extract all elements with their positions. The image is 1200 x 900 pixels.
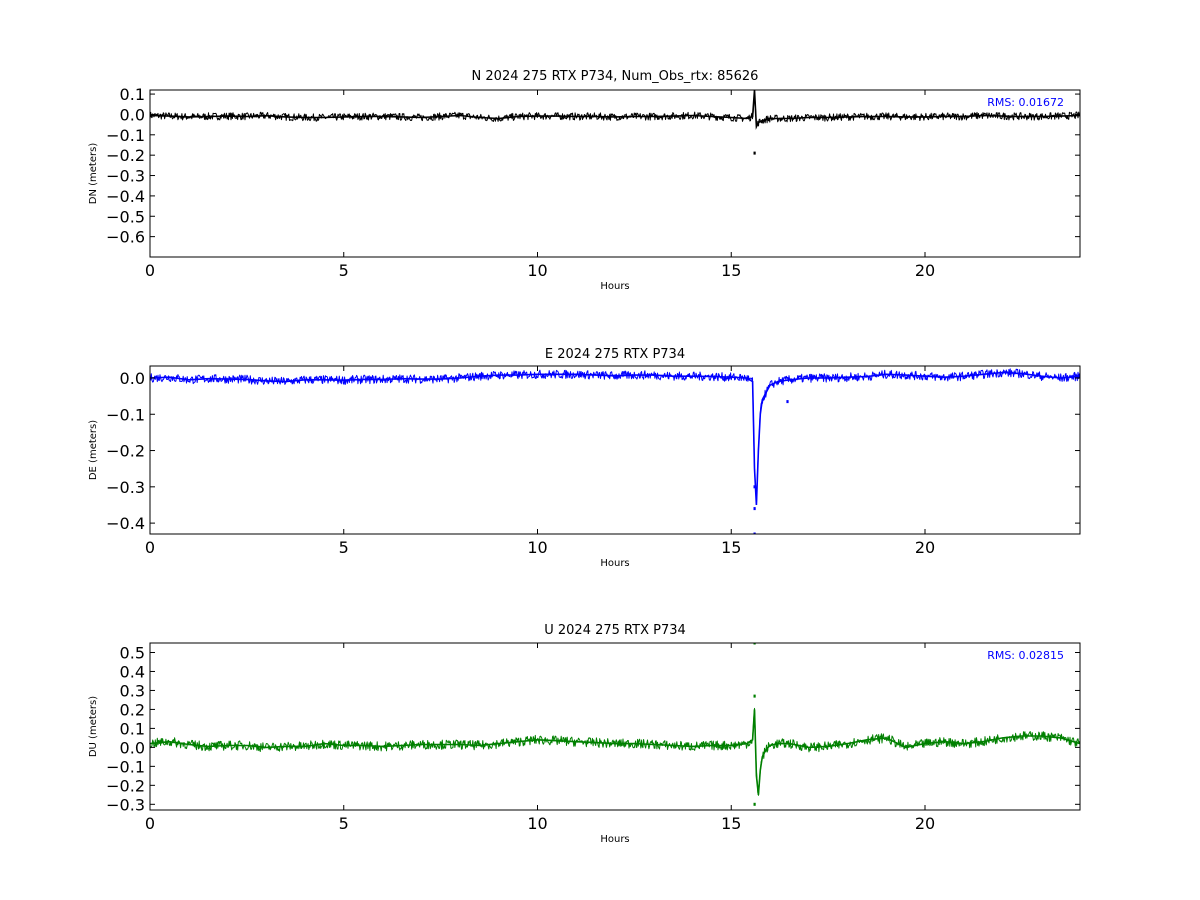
plot-series-group xyxy=(150,643,1080,806)
chart-title: N 2024 275 RTX P734, Num_Obs_rtx: 85626 xyxy=(472,69,759,84)
plot-area: 0 5 10 15 20 0.0 −0.1 −0.2 −0.3 −0.4 xyxy=(106,366,1080,557)
y-tick-label: −0.5 xyxy=(106,207,145,226)
y-tick-label: −0.3 xyxy=(106,167,145,186)
y-tick-label: −0.2 xyxy=(106,442,145,461)
y-axis-label: DU (meters) xyxy=(88,696,99,757)
y-tick-label: 0.0 xyxy=(120,105,145,124)
outlier-point xyxy=(753,532,756,534)
outlier-point xyxy=(753,507,756,511)
x-tick-label: 0 xyxy=(145,538,155,557)
outlier-point xyxy=(753,643,756,645)
y-tick-label: −0.4 xyxy=(106,514,145,533)
y-axis-label: DE (meters) xyxy=(88,420,99,480)
outlier-point xyxy=(753,485,756,489)
y-tick-label: −0.4 xyxy=(106,187,145,206)
x-tick-label: 15 xyxy=(721,814,741,833)
chart-title: U 2024 275 RTX P734 xyxy=(544,623,686,638)
x-tick-label: 0 xyxy=(145,261,155,280)
series-trend-line xyxy=(150,371,1080,506)
x-tick-label: 5 xyxy=(339,538,349,557)
x-tick-label: 10 xyxy=(527,814,547,833)
y-tick-label: 0.1 xyxy=(120,85,145,104)
y-tick-label: −0.1 xyxy=(106,757,145,776)
y-tick-label: −0.1 xyxy=(106,126,145,145)
series-line xyxy=(150,368,1080,505)
x-tick-label: 20 xyxy=(915,814,935,833)
x-tick-label: 10 xyxy=(527,261,547,280)
y-tick-label: −0.6 xyxy=(106,228,145,247)
y-tick-label: −0.3 xyxy=(106,478,145,497)
plot-series-group xyxy=(150,368,1080,534)
y-tick-label: 0.1 xyxy=(120,719,145,738)
subplot-up: U 2024 275 RTX P734 DU (meters) Hours RM… xyxy=(88,623,1081,845)
x-tick-label: 5 xyxy=(339,814,349,833)
y-tick-label: −0.1 xyxy=(106,405,145,424)
y-tick-label: −0.2 xyxy=(106,146,145,165)
x-tick-label: 15 xyxy=(721,261,741,280)
series-trend-line xyxy=(150,709,1080,795)
y-tick-label: −0.3 xyxy=(106,795,145,814)
outlier-point xyxy=(753,802,756,806)
y-tick-label: 0.3 xyxy=(120,681,145,700)
x-axis-label: Hours xyxy=(600,281,629,292)
y-tick-label: 0.5 xyxy=(120,643,145,662)
plot-area: 0 5 10 15 20 0.10.0 −0.1−0.2 −0.3−0.4−0.5 −0.6 xyxy=(106,85,1080,280)
plot-area: 0 5 10 15 20 0.50.40.30.20.10.0−0.1−0.2−0.3 xyxy=(106,643,1080,833)
x-axis-label: Hours xyxy=(600,834,629,845)
plot-series-group xyxy=(150,90,1080,155)
subplot-east: E 2024 275 RTX P734 DE (meters) Hours 0 5… xyxy=(88,347,1081,569)
outlier-point xyxy=(753,694,756,698)
y-tick-label: 0.0 xyxy=(120,738,145,757)
axes-frame xyxy=(149,89,1081,258)
x-tick-label: 0 xyxy=(145,814,155,833)
axes-frame xyxy=(149,642,1081,811)
series-line xyxy=(150,707,1080,796)
y-tick-label: 0.4 xyxy=(120,662,145,681)
subplot-north: N 2024 275 RTX P734, Num_Obs_rtx: 85626 … xyxy=(88,69,1081,292)
y-axis-label: DN (meters) xyxy=(88,143,99,205)
series-trend-line xyxy=(150,90,1080,130)
y-tick-label: 0.2 xyxy=(120,700,145,719)
chart-title: E 2024 275 RTX P734 xyxy=(545,347,685,362)
axes-frame xyxy=(149,365,1081,535)
rms-annotation: RMS: 0.01672 xyxy=(987,96,1064,109)
x-tick-label: 20 xyxy=(915,538,935,557)
x-axis-label: Hours xyxy=(600,558,629,569)
x-tick-label: 10 xyxy=(527,538,547,557)
y-tick-label: 0.0 xyxy=(120,369,145,388)
x-tick-label: 15 xyxy=(721,538,741,557)
rms-annotation: RMS: 0.02815 xyxy=(987,649,1064,662)
x-tick-label: 20 xyxy=(915,261,935,280)
x-tick-label: 5 xyxy=(339,261,349,280)
outlier-point xyxy=(753,151,756,155)
y-tick-label: −0.2 xyxy=(106,776,145,795)
outlier-point xyxy=(786,400,789,404)
